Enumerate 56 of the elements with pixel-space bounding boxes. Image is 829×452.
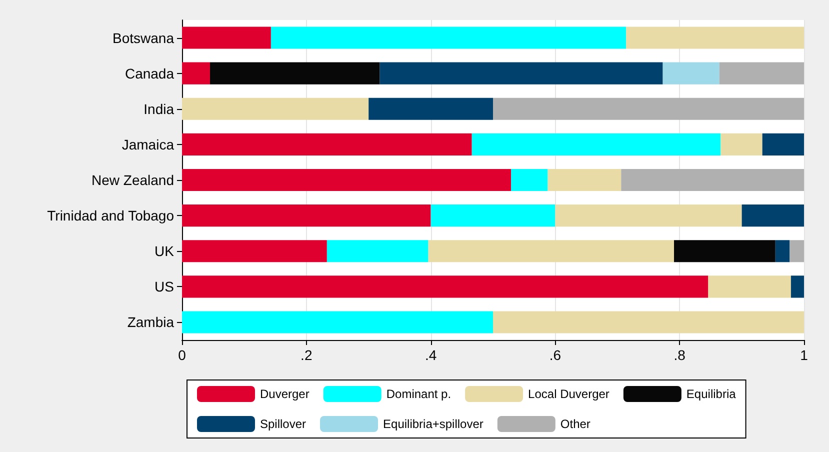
x-tick-label: .6: [549, 347, 562, 363]
x-tick-label: 0: [178, 347, 186, 363]
bar: [742, 204, 804, 227]
y-tick-label: Zambia: [127, 314, 174, 330]
bar: [548, 168, 622, 192]
bar: [493, 98, 804, 120]
bar: [720, 133, 762, 156]
y-tick-label: UK: [154, 243, 175, 260]
y-tick-label: New Zealand: [92, 172, 174, 188]
bar: [182, 98, 369, 120]
y-tick-label: Jamaica: [122, 136, 174, 152]
bar: [708, 276, 791, 298]
bar: [182, 168, 512, 192]
bar: [790, 240, 804, 262]
bar: [270, 26, 626, 49]
bar: [182, 26, 271, 49]
bar: [511, 168, 548, 192]
bar: [182, 311, 493, 334]
x-tick-label: 1: [800, 347, 808, 363]
bar: [182, 204, 431, 227]
bar: [762, 133, 804, 156]
y-tick-label: Botswana: [112, 30, 174, 46]
x-tick-label: .8: [674, 347, 686, 363]
bar: [719, 62, 804, 84]
legend-label: Equilibria: [686, 387, 736, 401]
x-tick-label: .4: [424, 347, 437, 363]
legend-label: Local Duverger: [528, 387, 610, 401]
x-tick-label: .2: [300, 347, 312, 363]
y-tick-label: US: [154, 278, 174, 295]
y-tick-label: Canada: [124, 65, 174, 82]
bar: [790, 276, 804, 298]
bar: [210, 62, 380, 84]
legend-label: Spillover: [260, 417, 306, 431]
bar: [182, 240, 327, 262]
bar: [555, 204, 742, 227]
bar: [662, 62, 720, 84]
legend-label: Equilibria+spillover: [383, 417, 484, 431]
bar: [621, 168, 804, 192]
bar: [472, 133, 721, 156]
bar: [626, 26, 804, 49]
bar: [380, 62, 663, 84]
bar: [430, 204, 556, 227]
y-tick-label: Trinidad and Tobago: [47, 208, 174, 224]
bar: [775, 240, 790, 262]
bar: [368, 98, 493, 120]
bar: [182, 62, 210, 84]
legend-label: Dominant p.: [386, 387, 452, 401]
y-tick-label: India: [144, 100, 174, 117]
bar: [182, 133, 472, 156]
legend-label: Other: [560, 417, 590, 431]
bar: [674, 240, 776, 262]
bar: [428, 240, 674, 262]
legend-label: Duverger: [260, 387, 310, 401]
bar: [493, 311, 804, 334]
bar: [182, 276, 708, 298]
bar: [326, 240, 428, 262]
